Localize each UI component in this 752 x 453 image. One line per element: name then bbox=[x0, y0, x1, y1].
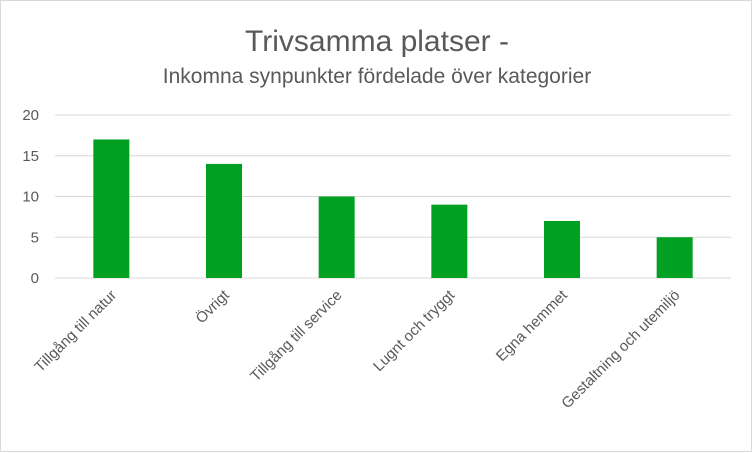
gridlines bbox=[55, 114, 731, 279]
x-tick-label: Egna hemmet bbox=[493, 286, 572, 365]
x-tick-label: Övrigt bbox=[192, 286, 234, 328]
chart-title: Trivsamma platser - bbox=[245, 25, 509, 58]
y-tick-label: 5 bbox=[31, 229, 39, 246]
y-tick-label: 10 bbox=[22, 189, 39, 206]
bar bbox=[431, 204, 468, 278]
chart-subtitle: Inkomna synpunkter fördelade över katego… bbox=[163, 65, 591, 88]
bar bbox=[656, 237, 693, 278]
x-tick-label: Tillgång till service bbox=[247, 287, 345, 385]
y-axis-ticks: 0 5 10 15 20 bbox=[22, 107, 39, 287]
y-tick-label: 0 bbox=[31, 270, 39, 287]
bar bbox=[93, 139, 130, 278]
bar bbox=[318, 196, 355, 278]
bar bbox=[544, 220, 580, 278]
x-tick-label: Tillgång till natur bbox=[31, 287, 120, 376]
bar bbox=[206, 163, 242, 278]
y-tick-label: 15 bbox=[22, 148, 39, 165]
x-tick-label: Lugnt och tryggt bbox=[370, 286, 459, 375]
x-tick-label: Gestaltning och utemiljö bbox=[558, 287, 683, 412]
x-axis-labels: Tillgång till natur Övrigt Tillgång till s… bbox=[31, 286, 683, 413]
y-tick-label: 20 bbox=[22, 107, 39, 124]
bars bbox=[93, 139, 693, 278]
